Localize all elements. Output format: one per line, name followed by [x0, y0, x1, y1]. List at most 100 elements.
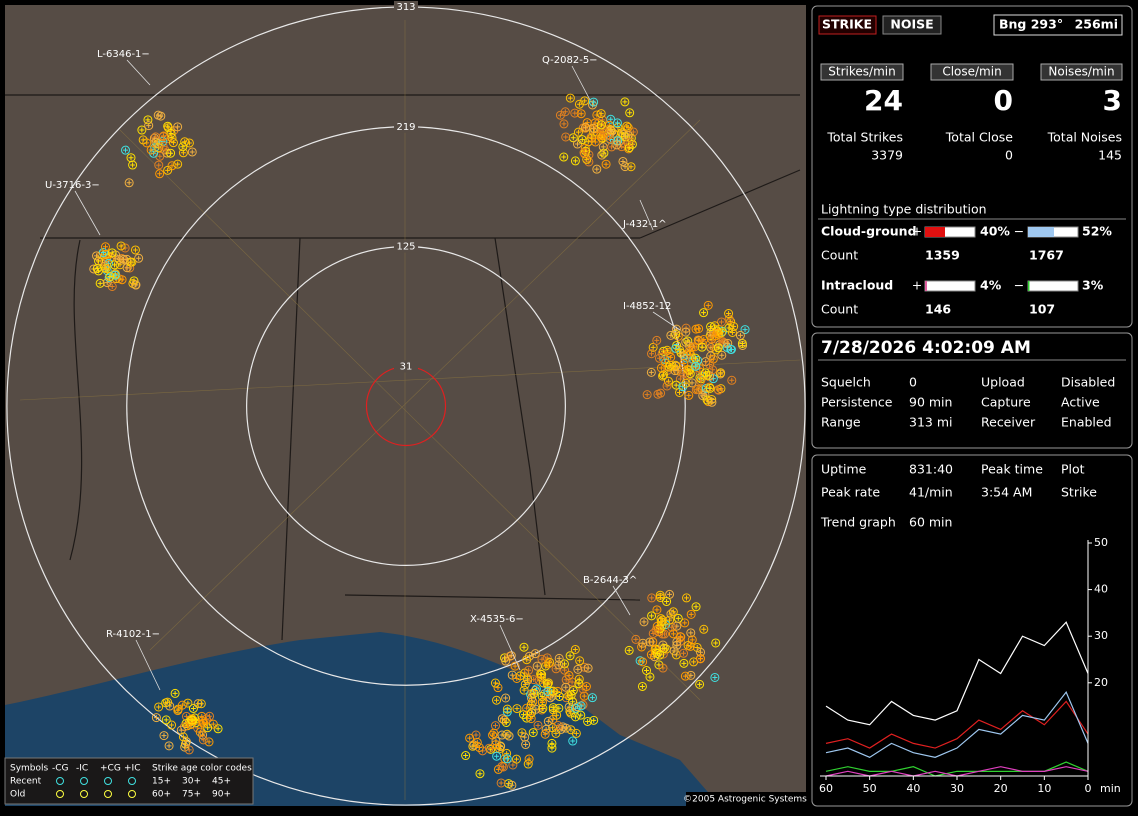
noise-button[interactable] — [882, 15, 942, 35]
strike-symbol — [154, 160, 164, 170]
strike-symbol — [566, 690, 576, 700]
strike-symbol-cross — [578, 703, 584, 709]
strike-symbol-cross — [165, 167, 171, 173]
cluster-leader — [126, 59, 151, 86]
strike-symbol — [571, 703, 581, 713]
count-value: 107 — [1029, 302, 1055, 317]
strike-symbol-cross — [163, 717, 169, 723]
x-tick-label: 50 — [863, 782, 877, 795]
strike-symbol — [570, 712, 580, 722]
strike-symbol-cross — [180, 734, 186, 740]
strike-symbol — [695, 679, 705, 689]
strike-symbol-cross — [139, 127, 145, 133]
strike-symbol-cross — [118, 243, 124, 249]
strike-symbol — [622, 121, 632, 131]
strike-symbol-cross — [705, 302, 711, 308]
strike-symbol — [155, 169, 165, 179]
strike-symbol — [723, 338, 733, 348]
stat-text: Plot — [1061, 462, 1085, 477]
strike-symbol — [647, 611, 657, 621]
strike-symbol — [170, 688, 180, 698]
strike-symbol — [666, 352, 676, 362]
sign: + — [912, 278, 922, 293]
strike-symbol — [596, 120, 606, 130]
strike-symbol — [716, 384, 726, 394]
strike-symbol-cross — [627, 139, 633, 145]
strike-symbol — [488, 730, 498, 740]
strike-symbol — [502, 729, 512, 739]
bearing-box — [993, 14, 1123, 36]
ring-label-bg — [394, 0, 418, 13]
pct-label: 3% — [1082, 278, 1104, 293]
strike-symbol-cross — [160, 134, 166, 140]
setting-text: Enabled — [1061, 415, 1112, 430]
strike-button-label[interactable]: STRIKE — [822, 17, 872, 32]
strike-symbol — [128, 160, 138, 170]
strike-symbol — [554, 691, 564, 701]
strike-symbol — [579, 148, 589, 158]
strike-symbol — [669, 646, 679, 656]
strike-symbol-cross — [532, 651, 538, 657]
strike-symbol — [520, 732, 530, 742]
pct-bar — [1028, 281, 1030, 291]
strike-symbol-cross — [712, 674, 718, 680]
strike-symbol — [489, 728, 499, 738]
stat-text: Uptime — [821, 462, 867, 477]
strike-symbol-cross — [199, 718, 205, 724]
pct-bar — [925, 281, 927, 291]
rate-header — [1040, 63, 1123, 81]
strike-symbol-cross — [575, 129, 581, 135]
strike-symbol-cross — [540, 706, 546, 712]
strike-button[interactable] — [818, 15, 877, 35]
strike-symbol — [540, 729, 550, 739]
strike-symbol — [678, 368, 688, 378]
strike-symbol-cross — [653, 627, 659, 633]
strike-symbol — [623, 130, 633, 140]
strike-symbol — [696, 376, 706, 386]
strike-symbol — [507, 780, 517, 790]
strike-symbol — [534, 675, 544, 685]
strike-symbol-cross — [157, 153, 163, 159]
strike-symbol — [651, 625, 661, 635]
strike-symbol — [554, 703, 564, 713]
strike-symbol — [695, 654, 705, 664]
strike-symbol-cross — [707, 385, 713, 391]
rate-label: Noises/min — [1048, 65, 1114, 79]
strike-symbol — [502, 704, 512, 714]
strike-symbol — [110, 270, 120, 280]
strike-symbol — [700, 390, 710, 400]
strike-symbol-cross — [508, 653, 514, 659]
setting-text: Capture — [981, 395, 1031, 410]
legend-symbol — [80, 790, 88, 798]
strike-symbol — [158, 141, 168, 151]
strike-symbol-cross — [534, 663, 540, 669]
strike-symbol — [612, 118, 622, 128]
strike-symbol-cross — [512, 663, 518, 669]
strike-symbol-cross — [107, 274, 113, 280]
strike-symbol — [684, 390, 694, 400]
strike-symbol-cross — [692, 344, 698, 350]
strike-symbol — [646, 367, 656, 377]
strike-symbol — [117, 275, 127, 285]
legend-symbol — [104, 777, 112, 785]
strike-symbol-cross — [577, 658, 583, 664]
strike-symbol — [590, 137, 600, 147]
strike-symbol — [740, 325, 750, 335]
strike-symbol — [576, 710, 586, 720]
strike-symbol — [596, 109, 606, 119]
strike-symbol — [671, 324, 681, 334]
strike-symbol — [607, 142, 617, 152]
cluster-label: B-2644-3^ — [583, 575, 637, 586]
strike-symbol — [620, 132, 630, 142]
noise-button-label[interactable]: NOISE — [890, 17, 933, 32]
strike-symbol — [497, 761, 507, 771]
cluster-label: X-4535-6− — [470, 614, 524, 625]
strike-symbol — [676, 632, 686, 642]
strike-symbol — [197, 716, 207, 726]
strike-symbol — [164, 741, 174, 751]
strike-symbol — [178, 148, 188, 158]
strike-symbol — [713, 343, 723, 353]
strike-symbol — [176, 725, 186, 735]
strike-symbol-cross — [168, 130, 174, 136]
strike-symbol-cross — [140, 137, 146, 143]
